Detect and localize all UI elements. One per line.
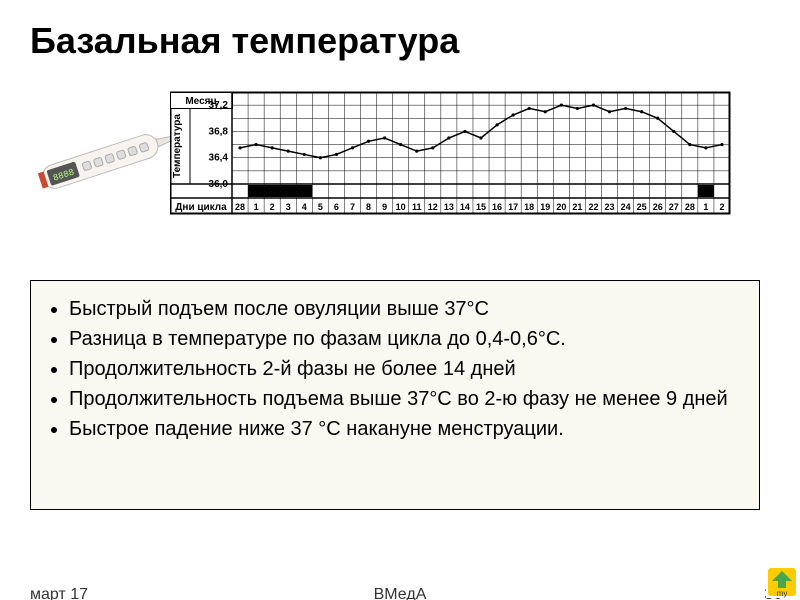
svg-text:26: 26	[653, 202, 663, 212]
page-title: Базальная температура	[30, 20, 459, 62]
bullet-item: Быстрый подъем после овуляции выше 37°C	[69, 295, 749, 323]
svg-text:28: 28	[235, 202, 245, 212]
svg-text:8: 8	[366, 202, 371, 212]
svg-text:36,8: 36,8	[209, 126, 229, 137]
svg-text:18: 18	[524, 202, 534, 212]
bbt-chart: МесяцТемпература36,036,436,837,2Дни цикл…	[170, 90, 740, 225]
svg-text:3: 3	[286, 202, 291, 212]
svg-text:10: 10	[396, 202, 406, 212]
svg-text:20: 20	[556, 202, 566, 212]
svg-text:22: 22	[588, 202, 598, 212]
bullet-item: Быстрое падение ниже 37 °C накануне менс…	[69, 415, 749, 443]
svg-text:27: 27	[669, 202, 679, 212]
svg-text:13: 13	[444, 202, 454, 212]
svg-text:19: 19	[540, 202, 550, 212]
svg-text:9: 9	[382, 202, 387, 212]
svg-text:1: 1	[254, 202, 259, 212]
bullet-item: Продолжительность 2-й фазы не более 14 д…	[69, 355, 749, 383]
bullet-item: Разница в температуре по фазам цикла до …	[69, 325, 749, 353]
svg-text:23: 23	[605, 202, 615, 212]
svg-text:15: 15	[476, 202, 486, 212]
myshared-logo: my	[766, 566, 798, 598]
svg-text:17: 17	[508, 202, 518, 212]
svg-text:my: my	[777, 589, 788, 598]
bullets-panel: Быстрый подъем после овуляции выше 37°C …	[30, 280, 760, 510]
bullet-list: Быстрый подъем после овуляции выше 37°C …	[41, 295, 749, 443]
svg-text:5: 5	[318, 202, 323, 212]
svg-text:12: 12	[428, 202, 438, 212]
thermometer-image: 8888	[20, 120, 190, 205]
svg-text:6: 6	[334, 202, 339, 212]
svg-text:25: 25	[637, 202, 647, 212]
svg-text:Температура: Температура	[172, 114, 183, 178]
footer-org: ВМедА	[0, 586, 800, 600]
svg-text:28: 28	[685, 202, 695, 212]
svg-text:16: 16	[492, 202, 502, 212]
svg-text:37,2: 37,2	[209, 100, 229, 111]
svg-text:21: 21	[572, 202, 582, 212]
svg-text:2: 2	[719, 202, 724, 212]
svg-text:14: 14	[460, 202, 470, 212]
svg-text:7: 7	[350, 202, 355, 212]
svg-text:36,4: 36,4	[209, 153, 229, 164]
svg-text:2: 2	[270, 202, 275, 212]
svg-text:1: 1	[703, 202, 708, 212]
svg-text:Дни цикла: Дни цикла	[175, 202, 227, 213]
svg-text:11: 11	[412, 202, 422, 212]
bullet-item: Продолжительность подъема выше 37°C во 2…	[69, 385, 749, 413]
svg-text:24: 24	[621, 202, 631, 212]
svg-text:4: 4	[302, 202, 307, 212]
